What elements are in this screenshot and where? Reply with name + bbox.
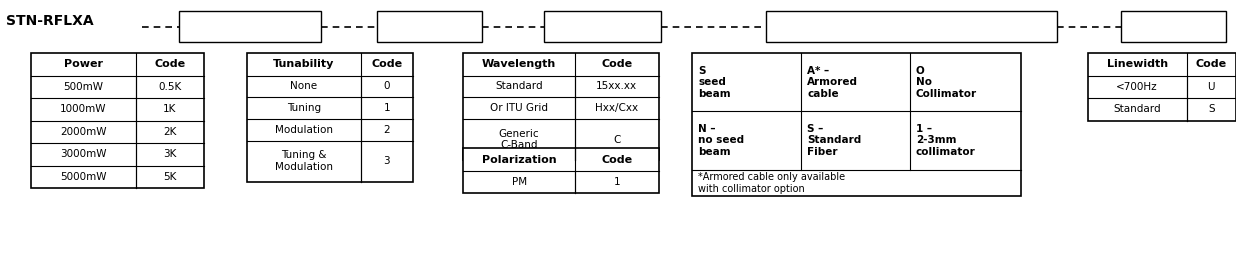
Text: Code: Code: [601, 155, 633, 165]
Text: 2000mW: 2000mW: [61, 127, 106, 137]
Text: Standard: Standard: [496, 81, 543, 91]
Text: U: U: [1208, 82, 1215, 92]
Text: 1 –
2-3mm
collimator: 1 – 2-3mm collimator: [916, 124, 975, 157]
Text: Or ITU Grid: Or ITU Grid: [491, 103, 548, 113]
Text: S –
Standard
Fiber: S – Standard Fiber: [807, 124, 861, 157]
Text: STN-RFLXA: STN-RFLXA: [6, 14, 94, 28]
Text: 15xx.xx: 15xx.xx: [596, 81, 638, 91]
Text: None: None: [290, 81, 318, 91]
Text: N –
no seed
beam: N – no seed beam: [698, 124, 744, 157]
Text: Hxx/Cxx: Hxx/Cxx: [596, 103, 638, 113]
Bar: [1088, 53, 1236, 121]
Text: Code: Code: [154, 59, 185, 69]
Text: *Armored cable only available
with collimator option: *Armored cable only available with colli…: [698, 172, 845, 194]
Bar: [247, 53, 413, 182]
Text: Wavelength: Wavelength: [482, 59, 556, 69]
Text: 2: 2: [383, 125, 391, 135]
Text: 3000mW: 3000mW: [61, 149, 106, 159]
Text: Modulation: Modulation: [276, 125, 332, 135]
Text: Linewidth: Linewidth: [1106, 59, 1168, 69]
Text: 1: 1: [613, 177, 620, 187]
Text: Tuning: Tuning: [287, 103, 321, 113]
Text: Standard: Standard: [1114, 104, 1161, 114]
Text: 0: 0: [383, 81, 391, 91]
Text: O
No
Collimator: O No Collimator: [916, 65, 976, 99]
Text: Polarization: Polarization: [482, 155, 556, 165]
Text: Code: Code: [1195, 59, 1227, 69]
Text: S
seed
beam: S seed beam: [698, 65, 730, 99]
Text: A* –
Armored
cable: A* – Armored cable: [807, 65, 858, 99]
Text: Code: Code: [371, 59, 403, 69]
Text: 1: 1: [383, 103, 391, 113]
Bar: [377, 11, 482, 42]
Text: Tuning &
Modulation: Tuning & Modulation: [276, 151, 332, 172]
Text: 5000mW: 5000mW: [61, 172, 106, 182]
Text: <700Hz: <700Hz: [1116, 82, 1158, 92]
Text: 1K: 1K: [163, 104, 177, 114]
Text: 3: 3: [383, 156, 391, 166]
Bar: [464, 148, 659, 193]
Text: 500mW: 500mW: [63, 82, 104, 92]
Bar: [692, 53, 1021, 196]
Text: Code: Code: [601, 59, 633, 69]
Bar: [1121, 11, 1226, 42]
Bar: [464, 53, 659, 160]
Text: C: C: [613, 135, 620, 144]
Text: Power: Power: [64, 59, 103, 69]
Text: PM: PM: [512, 177, 527, 187]
Bar: [31, 53, 204, 188]
Text: 0.5K: 0.5K: [158, 82, 182, 92]
Bar: [179, 11, 321, 42]
Text: S: S: [1208, 104, 1215, 114]
Text: 1000mW: 1000mW: [61, 104, 106, 114]
Text: 5K: 5K: [163, 172, 177, 182]
Text: 2K: 2K: [163, 127, 177, 137]
Text: Tunability: Tunability: [273, 59, 335, 69]
Text: 3K: 3K: [163, 149, 177, 159]
Bar: [766, 11, 1057, 42]
Bar: [544, 11, 661, 42]
Text: Generic
C-Band: Generic C-Band: [499, 129, 539, 150]
